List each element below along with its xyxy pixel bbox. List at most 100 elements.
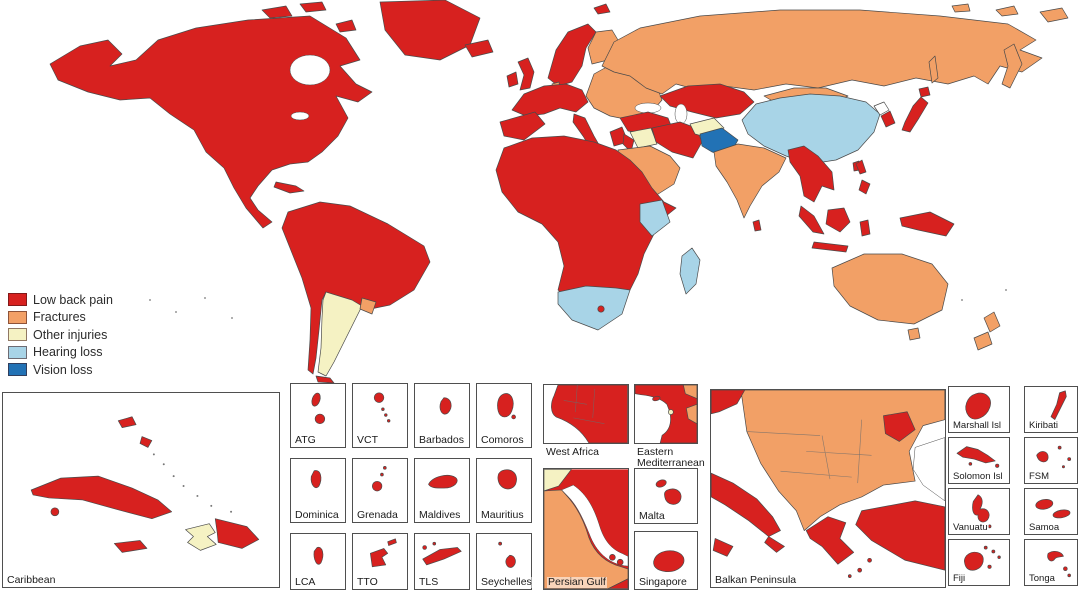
- region-new-guinea: [899, 211, 955, 237]
- inset-label-balkan-peninsula: Balkan Peninsula: [714, 573, 798, 586]
- region-australia: [831, 253, 949, 325]
- region-china: [741, 93, 881, 165]
- inset-singapore: Singapore: [634, 531, 698, 590]
- inset-grenada: Grenada: [352, 458, 408, 523]
- inset-kiribati: Kiribati: [1024, 386, 1078, 433]
- region-japan: [901, 86, 931, 133]
- legend-label: Vision loss: [33, 362, 93, 377]
- legend-item-fractures: Fractures: [8, 309, 113, 327]
- legend-swatch-other-injuries: [8, 328, 27, 342]
- inset-label-west-africa: West Africa: [546, 446, 599, 458]
- legend-swatch-fractures: [8, 310, 27, 324]
- inset-label-vanuatu: Vanuatu: [952, 522, 989, 534]
- inset-label-grenada: Grenada: [356, 508, 399, 521]
- inset-label-tonga: Tonga: [1028, 573, 1056, 585]
- inset-label-comoros: Comoros: [480, 433, 525, 446]
- region-kamchatka: [1001, 43, 1023, 89]
- legend-label: Other injuries: [33, 327, 108, 342]
- inset-label-marshall-isl: Marshall Isl: [952, 420, 1003, 432]
- region-scandinavia: [547, 23, 597, 87]
- region-iraq: [629, 127, 658, 149]
- inset-dominica: Dominica: [290, 458, 346, 523]
- region-india: [713, 143, 787, 219]
- great-lakes: [290, 111, 310, 121]
- region-russia: [601, 9, 1043, 95]
- region-iberia: [499, 111, 546, 141]
- region-south-africa: [557, 285, 631, 331]
- region-tasmania: [907, 327, 921, 341]
- inset-mauritius: Mauritius: [476, 458, 532, 523]
- inset-vanuatu: Vanuatu: [948, 488, 1010, 535]
- legend-label: Hearing loss: [33, 345, 103, 360]
- region-philippines: [855, 159, 871, 195]
- legend-swatch-vision-loss: [8, 363, 27, 377]
- legend-swatch-low-back-pain: [8, 293, 27, 307]
- region-madagascar: [679, 247, 701, 295]
- inset-label-barbados: Barbados: [418, 433, 465, 446]
- inset-balkan-peninsula: Balkan Peninsula: [710, 389, 946, 588]
- inset-label-lca: LCA: [294, 575, 317, 588]
- black-sea: [634, 102, 662, 114]
- inset-caribbean: Caribbean: [2, 392, 280, 588]
- inset-label-tls: TLS: [418, 575, 440, 588]
- region-svalbard: [593, 3, 611, 15]
- legend-label: Low back pain: [33, 292, 113, 307]
- inset-label-caribbean: Caribbean: [6, 573, 57, 586]
- inset-label-atg: ATG: [294, 433, 317, 446]
- region-sakhalin: [928, 55, 939, 84]
- inset-label-persian-gulf: Persian Gulf: [547, 575, 607, 588]
- inset-label-eastern-mediterranean: Eastern Mediterranean: [637, 446, 705, 470]
- inset-malta: Malta: [634, 468, 698, 524]
- inset-label-seychelles: Seychelles: [480, 575, 533, 588]
- region-greenland: [379, 0, 481, 61]
- ocean-islets: [149, 289, 1007, 319]
- inset-fiji: Fiji: [948, 539, 1010, 586]
- legend-item-other-injuries: Other injuries: [8, 326, 113, 344]
- region-lesotho: [597, 305, 605, 313]
- inset-label-kiribati: Kiribati: [1028, 420, 1060, 432]
- inset-barbados: Barbados: [414, 383, 470, 448]
- region-sulawesi: [859, 219, 871, 237]
- region-north-america: [49, 15, 373, 229]
- legend-item-vision-loss: Vision loss: [8, 361, 113, 379]
- region-tierra-del-fuego: [315, 375, 335, 384]
- region-uruguay: [359, 297, 377, 315]
- inset-west-africa: [543, 384, 629, 444]
- inset-label-malta: Malta: [638, 509, 666, 522]
- region-kenya: [639, 199, 671, 237]
- legend-swatch-hearing-loss: [8, 345, 27, 359]
- inset-label-fsm: FSM: [1028, 471, 1051, 483]
- inset-seychelles: Seychelles: [476, 533, 533, 590]
- region-ireland: [506, 71, 519, 88]
- inset-label-tto: TTO: [356, 575, 379, 588]
- inset-maldives: Maldives: [414, 458, 470, 523]
- inset-label-singapore: Singapore: [638, 575, 688, 588]
- region-canadian-arctic: [261, 1, 357, 33]
- legend-item-hearing-loss: Hearing loss: [8, 344, 113, 362]
- legend-item-low-back-pain: Low back pain: [8, 291, 113, 309]
- inset-comoros: Comoros: [476, 383, 532, 448]
- region-new-zealand: [973, 311, 1001, 351]
- hudson-bay: [289, 54, 331, 86]
- region-malay-sumatra: [798, 205, 825, 235]
- inset-label-solomon-isl: Solomon Isl: [952, 471, 1004, 483]
- inset-label-samoa: Samoa: [1028, 522, 1061, 534]
- region-cuba: [273, 181, 305, 194]
- region-iceland: [464, 39, 494, 58]
- inset-label-mauritius: Mauritius: [480, 508, 525, 521]
- region-southeast-asia: [787, 145, 835, 203]
- region-sri-lanka: [752, 219, 762, 232]
- inset-vct: VCT: [352, 383, 408, 448]
- region-central-asia: [659, 83, 755, 119]
- region-java: [811, 241, 849, 253]
- inset-label-maldives: Maldives: [418, 508, 462, 521]
- region-south-korea: [880, 110, 896, 128]
- legend: Low back pain Fractures Other injuries H…: [8, 291, 113, 379]
- region-borneo: [825, 207, 851, 233]
- inset-eastern-mediterranean: [634, 384, 698, 444]
- region-western-europe: [511, 83, 589, 117]
- caspian-sea: [674, 103, 688, 125]
- inset-tls: TLS: [414, 533, 470, 590]
- inset-fsm: FSM: [1024, 437, 1078, 484]
- inset-marshall-isl: Marshall Isl: [948, 386, 1010, 433]
